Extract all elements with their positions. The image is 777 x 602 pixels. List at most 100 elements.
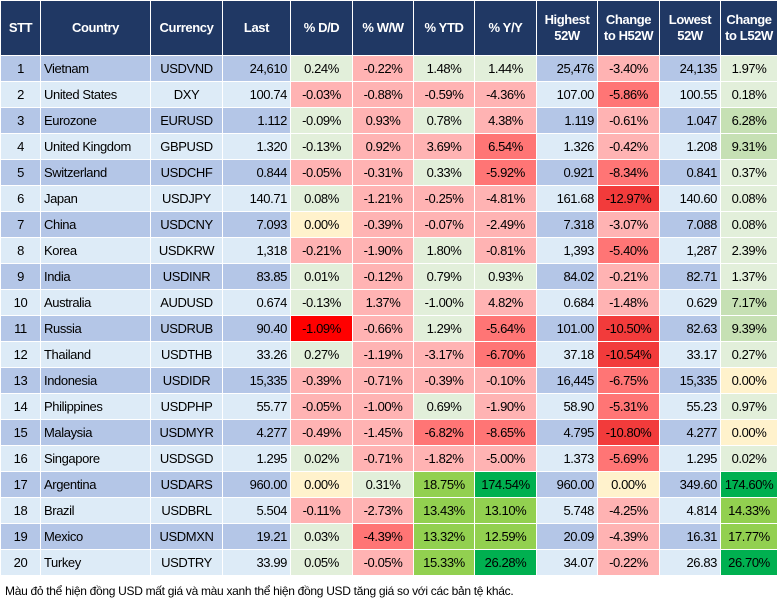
- cell-high: 1.119: [536, 107, 598, 134]
- table-row: 5 Switzerland USDCHF 0.844 -0.05% -0.31% 0.33%…: [0, 159, 777, 186]
- cell-ww: 0.93%: [352, 107, 414, 134]
- cell-last: 24,610: [222, 55, 291, 82]
- cell-currency: USDINR: [150, 263, 223, 290]
- cell-ww: -0.05%: [352, 549, 414, 576]
- cell-low: 33.17: [659, 341, 721, 368]
- column-header: Currency: [150, 0, 223, 56]
- cell-yy: 4.82%: [474, 289, 537, 316]
- cell-low: 82.71: [659, 263, 721, 290]
- cell-dd: 0.00%: [290, 471, 353, 498]
- cell-chl: 0.02%: [720, 445, 777, 472]
- cell-chl: 0.00%: [720, 367, 777, 394]
- cell-stt: 4: [0, 133, 41, 160]
- cell-country: Brazil: [40, 497, 151, 524]
- cell-chh: -1.48%: [597, 289, 660, 316]
- cell-last: 5.504: [222, 497, 291, 524]
- cell-last: 33.99: [222, 549, 291, 576]
- cell-currency: USDMXN: [150, 523, 223, 550]
- cell-country: China: [40, 211, 151, 238]
- cell-last: 33.26: [222, 341, 291, 368]
- cell-chh: -8.34%: [597, 159, 660, 186]
- cell-stt: 16: [0, 445, 41, 472]
- cell-stt: 5: [0, 159, 41, 186]
- cell-country: Switzerland: [40, 159, 151, 186]
- cell-high: 161.68: [536, 185, 598, 212]
- table-row: 20 Turkey USDTRY 33.99 0.05% -0.05% 15.33% 26.2…: [0, 549, 777, 576]
- cell-last: 1.112: [222, 107, 291, 134]
- cell-low: 1.295: [659, 445, 721, 472]
- footnote: Màu đỏ thể hiện đồng USD mất giá và màu …: [5, 584, 514, 598]
- cell-yy: 26.28%: [474, 549, 537, 576]
- cell-chl: 17.77%: [720, 523, 777, 550]
- cell-ytd: 13.43%: [413, 497, 475, 524]
- cell-ww: -0.31%: [352, 159, 414, 186]
- cell-ytd: 0.78%: [413, 107, 475, 134]
- table-header: STT Country Currency Last% D/D% W/W% YTD% Y…: [0, 0, 777, 56]
- cell-ww: -0.71%: [352, 445, 414, 472]
- cell-ww: -0.88%: [352, 81, 414, 108]
- cell-dd: 0.27%: [290, 341, 353, 368]
- cell-ytd: 0.79%: [413, 263, 475, 290]
- cell-stt: 3: [0, 107, 41, 134]
- cell-dd: -0.11%: [290, 497, 353, 524]
- cell-country: Vietnam: [40, 55, 151, 82]
- cell-low: 1.208: [659, 133, 721, 160]
- cell-ytd: -0.25%: [413, 185, 475, 212]
- cell-high: 5.748: [536, 497, 598, 524]
- cell-yy: -4.36%: [474, 81, 537, 108]
- cell-chh: -5.31%: [597, 393, 660, 420]
- cell-last: 83.85: [222, 263, 291, 290]
- cell-country: United Kingdom: [40, 133, 151, 160]
- cell-chh: -6.75%: [597, 367, 660, 394]
- cell-low: 16.31: [659, 523, 721, 550]
- cell-yy: -1.90%: [474, 393, 537, 420]
- cell-country: Mexico: [40, 523, 151, 550]
- cell-high: 4.795: [536, 419, 598, 446]
- cell-stt: 7: [0, 211, 41, 238]
- table-row: 9 India USDINR 83.85 0.01% -0.12% 0.79% 0.93% 84…: [0, 263, 777, 290]
- cell-currency: GBPUSD: [150, 133, 223, 160]
- cell-dd: 0.01%: [290, 263, 353, 290]
- cell-ww: -0.66%: [352, 315, 414, 342]
- column-header: Highest 52W: [536, 0, 598, 56]
- cell-ww: -1.21%: [352, 185, 414, 212]
- cell-stt: 12: [0, 341, 41, 368]
- cell-country: Philippines: [40, 393, 151, 420]
- cell-low: 15,335: [659, 367, 721, 394]
- cell-ytd: 18.75%: [413, 471, 475, 498]
- cell-country: Singapore: [40, 445, 151, 472]
- cell-high: 1,393: [536, 237, 598, 264]
- cell-dd: -0.49%: [290, 419, 353, 446]
- cell-dd: -0.13%: [290, 289, 353, 316]
- cell-dd: 0.08%: [290, 185, 353, 212]
- table-row: 6 Japan USDJPY 140.71 0.08% -1.21% -0.25% -4.81…: [0, 185, 777, 212]
- cell-chh: -0.22%: [597, 549, 660, 576]
- cell-stt: 2: [0, 81, 41, 108]
- cell-dd: -0.05%: [290, 159, 353, 186]
- cell-ytd: 0.33%: [413, 159, 475, 186]
- cell-chh: -0.42%: [597, 133, 660, 160]
- cell-dd: -0.09%: [290, 107, 353, 134]
- cell-high: 84.02: [536, 263, 598, 290]
- cell-dd: -0.05%: [290, 393, 353, 420]
- cell-dd: 0.03%: [290, 523, 353, 550]
- cell-stt: 19: [0, 523, 41, 550]
- cell-ytd: 1.48%: [413, 55, 475, 82]
- cell-yy: -4.81%: [474, 185, 537, 212]
- cell-chl: 174.60%: [720, 471, 777, 498]
- cell-last: 4.277: [222, 419, 291, 446]
- column-header: % YTD: [413, 0, 475, 56]
- cell-chh: -5.69%: [597, 445, 660, 472]
- cell-ytd: -0.07%: [413, 211, 475, 238]
- cell-high: 25,476: [536, 55, 598, 82]
- cell-low: 0.629: [659, 289, 721, 316]
- cell-high: 107.00: [536, 81, 598, 108]
- table-row: 19 Mexico USDMXN 19.21 0.03% -4.39% 13.32% 12.5…: [0, 523, 777, 550]
- cell-dd: -0.21%: [290, 237, 353, 264]
- cell-low: 1,287: [659, 237, 721, 264]
- cell-high: 101.00: [536, 315, 598, 342]
- cell-low: 82.63: [659, 315, 721, 342]
- cell-chl: 6.28%: [720, 107, 777, 134]
- cell-ww: 0.31%: [352, 471, 414, 498]
- cell-ww: -1.90%: [352, 237, 414, 264]
